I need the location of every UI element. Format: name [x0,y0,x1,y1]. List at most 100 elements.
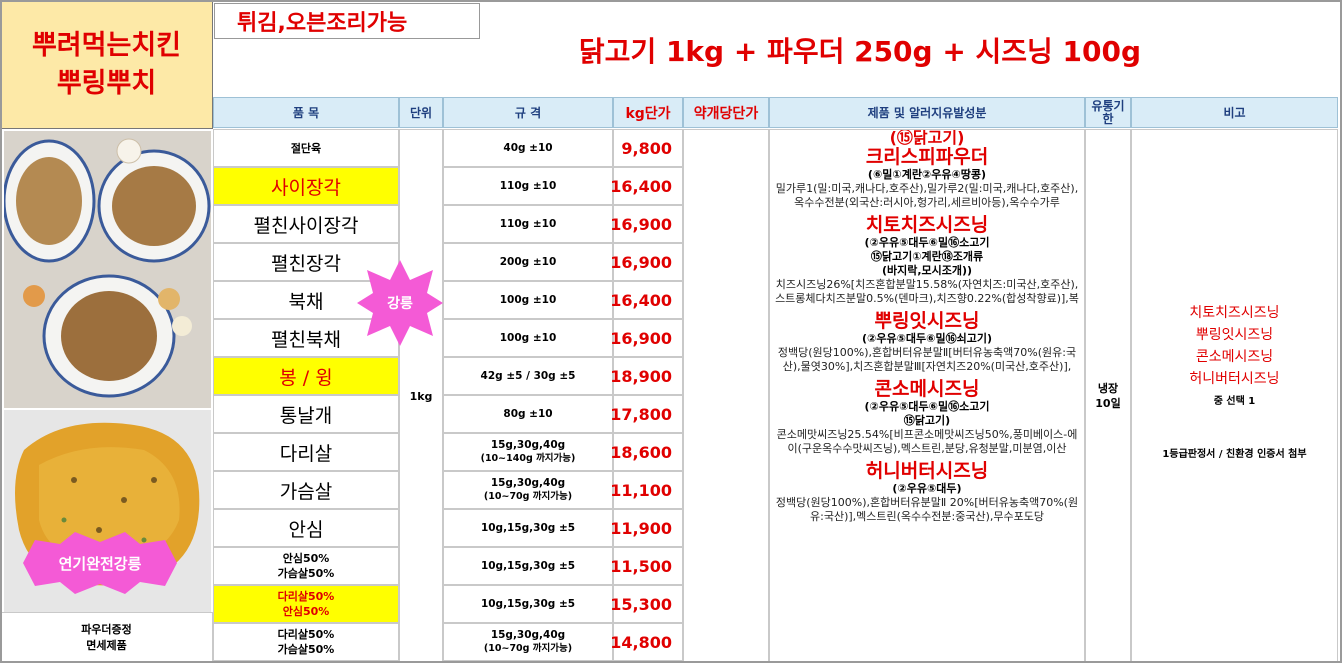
row-name: 절단육 [213,129,399,167]
row-spec: 15g,30g,40g (10~70g 까지가능) [443,623,613,661]
row-name-line1: 안심50% [282,552,330,565]
header-item: 품 목 [213,97,399,128]
row-spec-main: 40g ±10 [503,141,553,154]
row-name-line2: 가슴살50% [277,643,335,656]
ing-top-partial: (⑮닭고기) [889,129,965,147]
row-name-line1: 북채 [288,290,324,313]
row-spec: 10g,15g,30g ±5 [443,547,613,585]
row-spec-main: 15g,30g,40g [490,477,566,489]
row-price: 15,300 [610,585,683,623]
row-name-line1: 다리살50% [277,590,335,603]
unit-price-column [683,129,769,663]
row-price: 11,100 [610,471,683,509]
row-price: 14,800 [610,623,683,661]
remarks-seasonings: 치토치즈시즈닝 뿌링잇시즈닝 콘소메시즈닝 허니버터시즈닝 [1189,302,1279,390]
fried-badge-label: 연기완전강릉 [58,554,142,573]
row-price: 9,800 [613,129,683,167]
row-spec-main: 80g ±10 [503,407,553,420]
cheese-allergy3: (바지락,모시조개)) [881,264,973,277]
remark-seasoning: 콘소메시즈닝 [1195,349,1274,365]
row-name: 다리살 [213,433,399,471]
row-price: 18,600 [610,433,683,471]
crispy-title: 크리스피파우더 [865,146,989,168]
row-name-line1: 펼친장각 [271,252,341,275]
bottom-left-line1: 파우더증정 [81,622,132,636]
cooking-note: 튀김,오븐조리가능 [214,3,480,39]
row-price: 17,800 [610,395,683,433]
honey-title: 허니버터시즈닝 [865,460,989,482]
cheese-allergy2: ⑮닭고기①계란⑱조개류 [870,250,984,263]
cheese-desc: 치즈시즈닝26%[치즈혼합분말15.58%(자연치즈:미국산,호주산),스트롱체… [775,278,1079,305]
unit-cell: 1kg [399,129,443,663]
row-spec-main: 10g,15g,30g ±5 [480,597,576,610]
bottom-left-line2: 면세제품 [86,638,127,652]
row-price: 11,900 [610,509,683,547]
row-name-line1: 다리살 [279,442,333,465]
row-spec-main: 10g,15g,30g ±5 [480,521,576,534]
brand-line1: 뿌려먹는치킨 [31,29,182,61]
row-name-line1: 사이장각 [271,176,341,199]
row-name-line2: 안심50% [282,605,330,618]
headline: 닭고기 1kg + 파우더 250g + 시즈닝 100g [578,35,1142,68]
crispy-desc: 밀가루1(밀:미국,캐나다,호주산),밀가루2(밀:미국,캐나다,호주산),옥수… [775,182,1079,209]
row-name: 통날개 [213,395,399,433]
bottom-left-note: 파우더증정 면세제품 [0,612,213,663]
shelf-life-line2: 10일 [1095,397,1121,410]
ingredients-column: (⑮닭고기) 크리스피파우더 (⑥밀①계란②우유④땅콩) 밀가루1(밀:미국,캐… [769,129,1085,663]
ppuring-desc: 정백당(원당100%),혼합버터유분말Ⅱ[버터유농축액70%(원유:국산),물엿… [777,346,1077,373]
brand-line2: 뿌링뿌치 [56,67,157,99]
remark-choose: 중 선택 1 [1213,396,1256,407]
row-spec-main: 200g ±10 [499,255,557,268]
shelf-life-cell: 냉장 10일 [1085,129,1131,663]
row-price: 16,400 [610,281,683,319]
honey-desc: 정백당(원당100%),혼합버터유분말Ⅱ 20%[버터유농축액70%(원유:국산… [775,496,1079,523]
row-name: 안심50% 가슴살50% [213,547,399,585]
row-spec: 200g ±10 [443,243,613,281]
row-spec: 15g,30g,40g (10~70g 까지가능) [443,471,613,509]
row-price: 16,400 [610,167,683,205]
row-spec: 80g ±10 [443,395,613,433]
row-spec-main: 100g ±10 [499,331,557,344]
row-name: 다리살50% 가슴살50% [213,623,399,661]
row-price: 11,500 [610,547,683,585]
star-badge-shape [357,260,443,346]
fried-badge: 연기완전강릉 [15,530,185,596]
strong-badge-label: 강릉 [387,296,413,312]
row-spec-main: 10g,15g,30g ±5 [480,559,576,572]
corn-desc: 콘소메맛씨즈닝25.54%[비프콘소메맛씨즈닝50%,풍미베이스-에이(구운옥수… [776,428,1078,455]
row-price: 18,900 [610,357,683,395]
row-name-line2: 가슴살50% [277,567,335,580]
corn-allergy2: ⑮닭고기) [903,414,951,427]
row-name: 사이장각 [213,167,399,205]
row-spec: 10g,15g,30g ±5 [443,585,613,623]
crispy-allergy: (⑥밀①계란②우유④땅콩) [867,168,987,181]
row-name: 펼친장각 [213,243,399,281]
row-name-line1: 다리살50% [277,628,335,641]
header-ingredients: 제품 및 알러지유발성분 [769,97,1085,128]
remark-seasoning: 허니버터시즈닝 [1189,371,1280,387]
row-spec-sub: (10~140g 까지가능) [480,453,576,464]
corn-allergy1: (②우유⑤대두⑥밀⑯소고기 [864,400,990,413]
row-spec-sub: (10~70g 까지가능) [483,643,573,654]
row-spec-main: 100g ±10 [499,293,557,306]
corn-title: 콘소메시즈닝 [874,378,980,400]
row-spec: 110g ±10 [443,205,613,243]
row-spec: 100g ±10 [443,319,613,357]
row-spec: 42g ±5 / 30g ±5 [443,357,613,395]
row-spec: 10g,15g,30g ±5 [443,509,613,547]
row-name: 다리살50% 안심50% [213,585,399,623]
row-spec-main: 110g ±10 [499,179,557,192]
remarks-cell: 치토치즈시즈닝 뿌링잇시즈닝 콘소메시즈닝 허니버터시즈닝 중 선택 1 1등급… [1131,129,1338,663]
header-unit: 단위 [399,97,443,128]
row-name: 봉 / 윙 [213,357,399,395]
row-name: 안심 [213,509,399,547]
row-name-line1: 펼친사이장각 [253,214,359,237]
header-shelf-life: 유통기한 [1085,97,1131,128]
honey-allergy: (②우유⑤대두) [892,482,962,495]
row-price: 16,900 [610,205,683,243]
row-name-line1: 통날개 [279,404,333,427]
header-spec: 규 격 [443,97,613,128]
row-name-line1: 가슴살 [279,480,333,503]
row-name-line1: 봉 / 윙 [279,366,333,389]
row-spec: 110g ±10 [443,167,613,205]
